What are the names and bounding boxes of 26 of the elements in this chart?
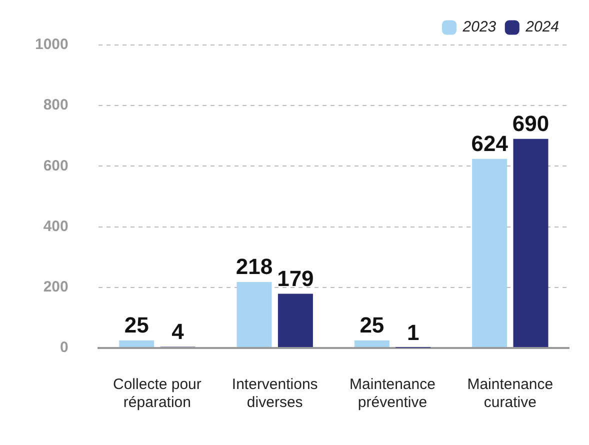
data-label: 4 <box>172 318 185 344</box>
data-label: 25 <box>124 312 149 338</box>
bar <box>354 340 390 347</box>
y-tick-label: 1000 <box>34 36 68 54</box>
x-tick-label: Collecte pour réparation <box>113 376 202 412</box>
y-tick-label: 800 <box>43 96 68 114</box>
data-label: 25 <box>360 312 384 338</box>
bar <box>236 282 272 347</box>
data-label: 624 <box>471 130 509 156</box>
legend-label: 2023 <box>462 18 497 36</box>
bar <box>119 340 154 347</box>
x-tick-label: Interventions diverses <box>232 376 318 412</box>
bar <box>472 158 508 347</box>
x-tick-label: Maintenance préventive <box>350 376 436 412</box>
data-label: 690 <box>512 110 550 136</box>
bar <box>513 138 548 347</box>
y-tick-label: 0 <box>60 339 68 356</box>
y-tick-label: 200 <box>43 278 68 296</box>
data-label: 179 <box>277 266 314 291</box>
legend-label: 2024 <box>524 18 560 36</box>
y-tick-label: 400 <box>43 218 68 235</box>
data-label: 218 <box>236 254 273 280</box>
data-label: 1 <box>406 320 420 345</box>
bar <box>278 294 313 347</box>
y-tick-label: 600 <box>43 157 68 174</box>
x-tick-label: Maintenance curative <box>467 376 554 412</box>
